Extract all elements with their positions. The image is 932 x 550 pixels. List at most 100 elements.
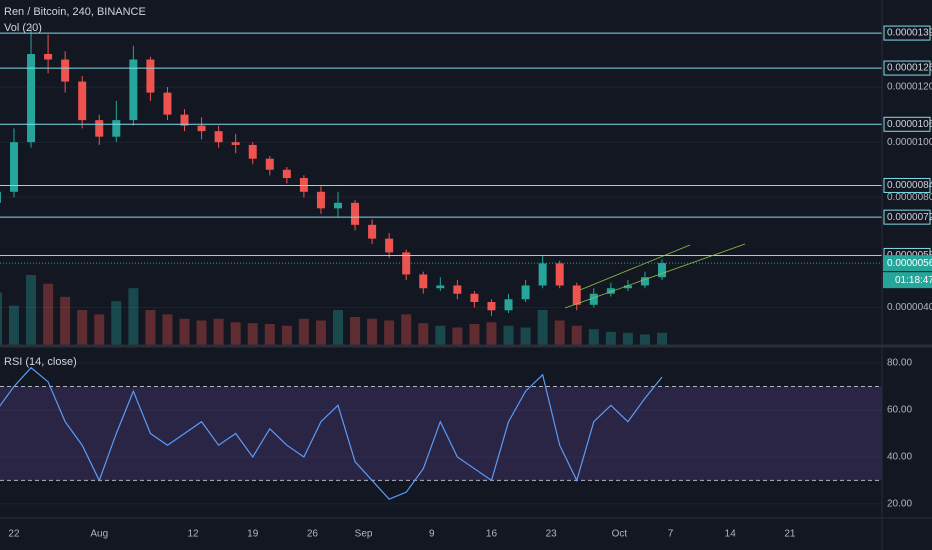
rsi-band [0, 386, 882, 481]
level-label-box [883, 209, 931, 225]
x-tick-label: Sep [355, 529, 373, 540]
volume-bar [486, 322, 497, 345]
volume-bar [520, 327, 531, 345]
candle-body [504, 299, 513, 311]
candle-body [487, 302, 496, 311]
candle-body [146, 59, 155, 93]
volume-bar [196, 320, 207, 345]
candle-body [44, 54, 53, 60]
candle-body [9, 142, 18, 192]
volume-bar [26, 275, 37, 345]
volume-bar [0, 292, 2, 345]
candle-body [299, 178, 308, 192]
volume-bar [554, 320, 565, 345]
x-tick-label: 12 [187, 529, 199, 540]
candle-body [316, 191, 325, 209]
level-label-box [883, 177, 931, 193]
x-tick-label: 21 [784, 529, 796, 540]
x-tick-label: 23 [546, 529, 558, 540]
candle-body [61, 59, 70, 82]
candle-body [231, 142, 240, 145]
volume-bar [230, 322, 241, 345]
volume-bar [469, 324, 480, 345]
volume-bar [588, 329, 599, 345]
y-tick-label: 60.00 [887, 405, 912, 416]
y-tick-label: 40.00 [887, 452, 912, 463]
level-label: 0.00000843 [887, 180, 932, 191]
volume-bar [281, 325, 292, 345]
plot [0, 26, 882, 500]
x-tick-label: 9 [429, 529, 435, 540]
level-label-box [883, 116, 931, 132]
volume-bar [418, 323, 429, 345]
candle-body [658, 263, 667, 278]
candle-body [112, 120, 121, 137]
volume-bar [213, 318, 224, 345]
candle-body [248, 144, 257, 159]
x-tick-label: Aug [90, 529, 108, 540]
volume-bar [179, 318, 190, 345]
y-tick-label: 80.00 [887, 358, 912, 369]
candle-body [640, 277, 649, 286]
candle-body [385, 238, 394, 253]
candle-body [333, 202, 342, 209]
volume-bar [384, 320, 395, 345]
rsi-title: RSI (14, close) [4, 356, 77, 368]
volume-bar [537, 310, 548, 345]
current-price-box [883, 255, 932, 272]
candle-body [436, 285, 445, 289]
volume-bar [315, 320, 326, 345]
candle-body [351, 202, 360, 225]
candle-body [214, 131, 223, 143]
volume-title: Vol (20) [4, 22, 42, 34]
countdown-box [883, 272, 932, 289]
volume-bar [503, 325, 514, 345]
level-label-box [883, 25, 931, 41]
candle-body [521, 285, 530, 300]
candle-body [555, 263, 564, 286]
candle-body [606, 288, 615, 294]
candle-body [419, 274, 428, 289]
chart-title: Ren / Bitcoin, 240, BINANCE [4, 6, 146, 18]
candle-body [197, 125, 206, 132]
volume-bar [350, 317, 361, 345]
volume-bar [247, 323, 258, 345]
level-label: 0.00001396 [887, 28, 932, 39]
candle-body [538, 263, 547, 286]
candle-body [402, 252, 411, 275]
volume-bar [657, 332, 668, 345]
volume-bar [162, 314, 173, 345]
volume-bar [264, 324, 275, 345]
candle-body [623, 285, 632, 289]
level-label: 0.00001269 [887, 63, 932, 74]
current-price-label: 0.00000561 [887, 258, 932, 269]
volume-bar [77, 310, 88, 345]
volume-bar [94, 314, 105, 345]
volume-bar [571, 325, 582, 345]
candle-body [180, 114, 189, 126]
x-tick-label: 26 [307, 529, 319, 540]
candle-body [572, 285, 581, 305]
candle-body [0, 191, 1, 203]
volume-bar [332, 310, 343, 345]
candle-body [368, 224, 377, 239]
volume-bar [367, 318, 378, 345]
candle-body [265, 158, 274, 170]
volume-bar [128, 288, 139, 345]
candle-body [453, 285, 462, 294]
volume-bar [145, 310, 156, 345]
level-label: 0.00001065 [887, 119, 932, 130]
trend-line [564, 243, 746, 309]
volume-bar [298, 318, 309, 345]
volume-bar [452, 327, 463, 345]
y-tick-label: 20.00 [887, 499, 912, 510]
volume-bar [111, 301, 122, 345]
level-label: 0.00000728 [887, 212, 932, 223]
trend-line [579, 244, 691, 291]
volume-bar [43, 283, 54, 345]
